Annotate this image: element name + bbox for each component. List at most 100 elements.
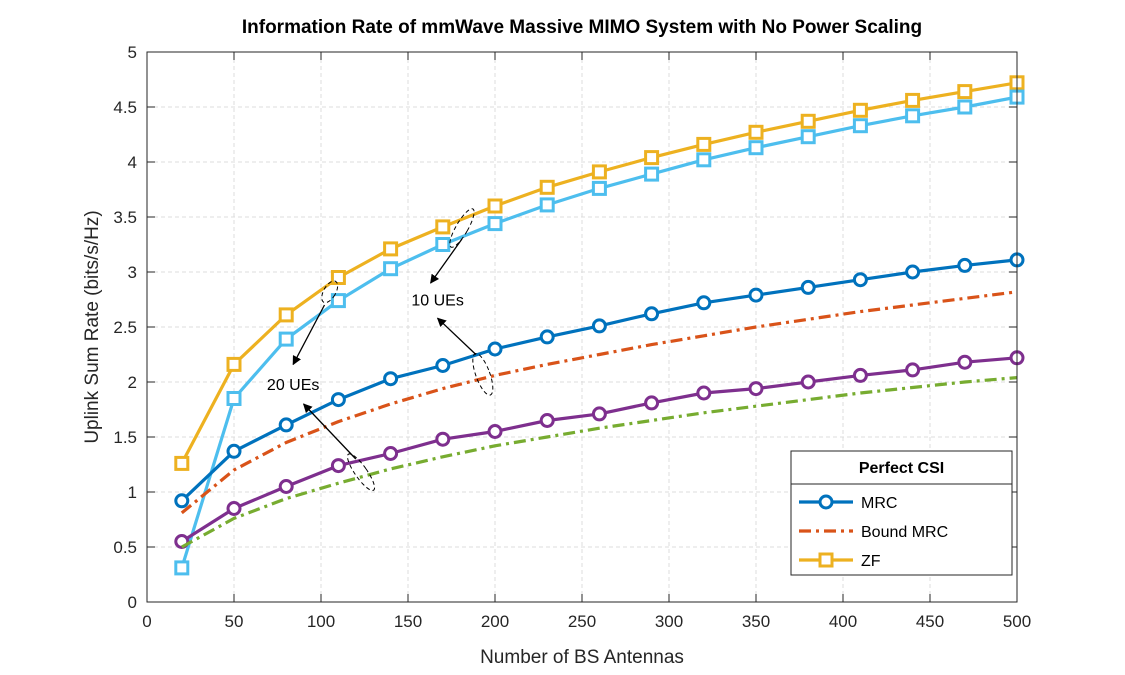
y-tick-label: 0 — [128, 593, 137, 612]
series-2-point — [852, 272, 868, 288]
series-5 — [181, 376, 1018, 549]
series-4-point — [644, 395, 660, 411]
series-0-point — [905, 92, 921, 108]
series-1-point — [278, 331, 294, 347]
series-2-point — [330, 392, 346, 408]
series-2-point — [487, 341, 503, 357]
series-1-point — [539, 197, 555, 213]
series-0-point — [383, 241, 399, 257]
series-4-point — [905, 362, 921, 378]
series-5-line — [181, 376, 1018, 549]
series-4-point — [957, 354, 973, 370]
series-4-point — [226, 501, 242, 516]
legend-title: Perfect CSI — [859, 460, 944, 477]
series-0-point — [591, 164, 607, 180]
arrow-10ues-zf — [430, 238, 463, 284]
y-tick-label: 3 — [128, 263, 137, 282]
series-4-point — [487, 424, 503, 439]
y-axis-label: Uplink Sum Rate (bits/s/Hz) — [82, 210, 103, 443]
legend-label-0: MRC — [861, 495, 897, 512]
series-1-point — [957, 99, 973, 115]
series-2-point — [435, 358, 451, 373]
annotation-label: 10 UEs — [411, 293, 463, 310]
legend-marker-0 — [818, 494, 834, 510]
series-4 — [174, 350, 1025, 549]
x-axis-label: Number of BS Antennas — [480, 647, 684, 668]
series-2-point — [644, 306, 660, 322]
series-2-point — [905, 264, 921, 280]
series-2-point — [383, 371, 399, 387]
annotation-label: 20 UEs — [267, 377, 319, 394]
series-4-point — [383, 446, 399, 461]
y-tick-label: 1.5 — [113, 428, 137, 447]
series-2-point — [226, 443, 242, 459]
x-tick-label: 50 — [225, 612, 244, 631]
y-tick-label: 5 — [128, 43, 137, 62]
legend-label-1: Bound MRC — [861, 524, 948, 541]
series-layer — [174, 75, 1025, 576]
series-0-point — [487, 198, 503, 214]
legend: Perfect CSI MRC Bound MRC ZF — [790, 450, 1013, 576]
series-1-point — [226, 391, 242, 406]
series-1-point — [383, 261, 399, 277]
series-2-point — [748, 287, 764, 303]
legend-marker-2 — [818, 552, 834, 568]
series-4-point — [852, 367, 868, 383]
series-4-point — [539, 413, 555, 428]
series-2-point — [174, 493, 190, 509]
series-2-point — [696, 295, 712, 311]
series-0-point — [435, 219, 451, 235]
series-2 — [174, 252, 1025, 509]
series-1-point — [800, 129, 816, 145]
series-1-point — [435, 237, 451, 252]
series-4-point — [696, 385, 712, 401]
series-0-point — [539, 179, 555, 195]
series-1-point — [174, 560, 190, 576]
arrow-10ues-mrc — [436, 317, 477, 355]
series-0-point — [852, 102, 868, 118]
legend-label-2: ZF — [861, 553, 881, 570]
x-tick-label: 200 — [481, 612, 509, 631]
series-1-point — [487, 216, 503, 232]
x-tick-label: 250 — [568, 612, 596, 631]
series-4-point — [748, 381, 764, 397]
series-1-point — [905, 108, 921, 124]
series-2-point — [278, 417, 294, 433]
x-tick-label: 400 — [829, 612, 857, 631]
series-3 — [180, 290, 1018, 515]
axis-ticks: 0 50 100 150 200 250 300 350 400 450 500 0 0.5 1 1.5 2 2… — [113, 43, 1031, 631]
series-1-point — [696, 152, 712, 168]
series-1-point — [644, 166, 660, 182]
series-4-point — [278, 479, 294, 494]
series-1-point — [330, 293, 346, 309]
series-2-point — [957, 257, 973, 273]
x-tick-label: 500 — [1003, 612, 1031, 631]
ellipse-20ues-zf — [321, 280, 339, 304]
series-0-point — [696, 136, 712, 152]
x-tick-label: 0 — [142, 612, 151, 631]
series-0 — [174, 75, 1025, 471]
y-tick-label: 2.5 — [113, 318, 137, 337]
x-tick-label: 450 — [916, 612, 944, 631]
x-tick-label: 350 — [742, 612, 770, 631]
series-4-point — [435, 431, 451, 447]
ellipse-20ues-mrc — [346, 453, 376, 492]
x-tick-label: 100 — [307, 612, 335, 631]
y-tick-label: 1 — [128, 483, 137, 502]
y-tick-label: 0.5 — [113, 538, 137, 557]
series-4-point — [591, 406, 607, 422]
y-tick-label: 4 — [128, 153, 137, 172]
series-0-point — [226, 356, 242, 372]
series-1-point — [748, 140, 764, 156]
series-0-point — [748, 124, 764, 140]
arrow-20ues-zf — [292, 304, 326, 366]
series-4-point — [800, 374, 816, 390]
series-4-point — [330, 458, 346, 474]
series-1-point — [591, 180, 607, 196]
series-0-point — [800, 113, 816, 129]
series-0-point — [644, 150, 660, 166]
chart-title: Information Rate of mmWave Massive MIMO … — [242, 17, 922, 38]
series-1-point — [852, 118, 868, 134]
series-2-point — [539, 329, 555, 345]
